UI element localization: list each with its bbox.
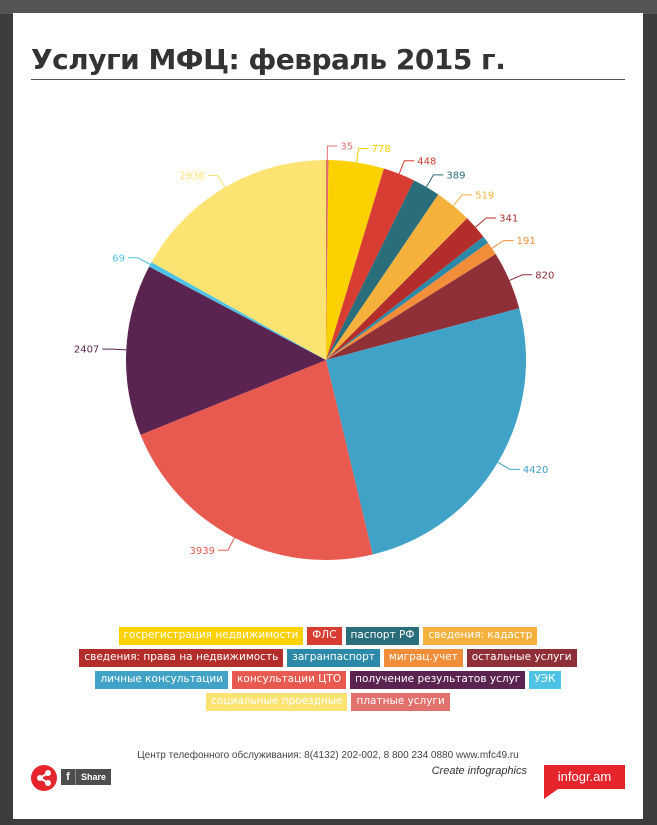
- pie-slice-консультации-цто[interactable]: [140, 360, 373, 560]
- contact-line: Центр телефонного обслуживания: 8(4132) …: [137, 750, 519, 761]
- legend-item-загранпаспорт[interactable]: загранпаспорт: [287, 649, 380, 667]
- pie-slice-флс[interactable]: [326, 168, 414, 360]
- legend-item-уэк[interactable]: УЭК: [529, 671, 561, 689]
- pie-slice-уэк[interactable]: [149, 262, 326, 360]
- legend-item-госрегистрация-недвижимости[interactable]: госрегистрация недвижимости: [118, 627, 304, 645]
- pie-slice-сведения-кадастр[interactable]: [326, 194, 468, 360]
- data-label: 341: [499, 214, 518, 225]
- create-infographics-link[interactable]: Create infographics: [431, 765, 527, 777]
- facebook-share-button[interactable]: f Share: [61, 769, 111, 785]
- pie-slice-платные-услуги[interactable]: [326, 160, 329, 360]
- infogram-badge[interactable]: infogr.am: [544, 765, 625, 789]
- facebook-icon: f: [61, 769, 76, 785]
- legend-item-остальные-услуги[interactable]: остальные услуги: [466, 649, 577, 667]
- data-label: 778: [372, 144, 391, 155]
- leader-line: [128, 257, 151, 265]
- pie-labels: 35 778 448 389 519 341 191 820 4420 3939 2407 69 293…: [74, 142, 555, 557]
- legend-item-личные-консультации[interactable]: личные консультации: [95, 671, 229, 689]
- data-label: 519: [475, 190, 494, 201]
- leader-line: [326, 145, 338, 161]
- leader-line: [102, 348, 127, 351]
- pie-slice-миграц-учет[interactable]: [326, 242, 496, 360]
- pie-chart: 35 778 448 389 519 341 191 820 4420 3939 2407 69 293…: [74, 142, 555, 560]
- pie-slices: [126, 160, 526, 560]
- data-label: 3939: [190, 546, 215, 557]
- data-label: 4420: [523, 465, 548, 476]
- leader-line: [425, 174, 444, 188]
- data-label: 2407: [74, 345, 99, 356]
- leader-line: [356, 148, 369, 163]
- pie-slice-социальные-проездные[interactable]: [151, 160, 326, 360]
- legend-item-миграц-учет[interactable]: миграц.учет: [383, 649, 463, 667]
- leader-line: [207, 174, 226, 188]
- leader-line: [475, 217, 497, 228]
- leader-line: [218, 537, 235, 551]
- data-label: 820: [535, 270, 554, 281]
- infographic-card: Услуги МФЦ: февраль 2015 г. 35 778 448 389 5…: [13, 13, 643, 819]
- legend-item-платные-услуги[interactable]: платные услуги: [351, 693, 450, 711]
- legend-item-флс[interactable]: ФЛС: [307, 627, 342, 645]
- leader-line: [452, 194, 473, 207]
- title-underline: [31, 79, 625, 80]
- leader-line: [398, 160, 415, 175]
- data-label: 35: [340, 142, 353, 153]
- pie-slice-личные-консультации[interactable]: [326, 308, 526, 555]
- share-icon[interactable]: [31, 765, 57, 791]
- window-top-bar: [0, 0, 657, 14]
- data-label: 448: [417, 156, 436, 167]
- legend-item-получение-результатов-услуг[interactable]: получение результатов услуг: [350, 671, 526, 689]
- pie-slice-госрегистрация-недвижимости[interactable]: [326, 160, 384, 360]
- leader-line: [497, 461, 520, 470]
- chart-title: Услуги МФЦ: февраль 2015 г.: [31, 43, 506, 76]
- legend-item-консультации-цто[interactable]: консультации ЦТО: [232, 671, 347, 689]
- leader-line: [491, 240, 514, 249]
- legend-item-паспорт-рф[interactable]: паспорт РФ: [345, 627, 420, 645]
- legend-item-сведения-кадастр[interactable]: сведения: кадастр: [423, 627, 538, 645]
- pie-slice-паспорт-рф[interactable]: [326, 180, 439, 360]
- infogram-badge-tail: [544, 789, 558, 799]
- pie-slice-сведения-права-на-недвижимость[interactable]: [326, 218, 484, 360]
- legend-item-сведения-права-на-недвижимость[interactable]: сведения: права на недвижимость: [79, 649, 284, 667]
- legend-item-социальные-проездные[interactable]: социальные проездные: [206, 693, 348, 711]
- pie-slice-остальные-услуги[interactable]: [326, 254, 520, 360]
- data-label: 191: [517, 236, 536, 247]
- data-label: 69: [112, 253, 125, 264]
- chart-legend: госрегистрация недвижимости ФЛС паспорт РФ…: [63, 625, 593, 713]
- data-label: 389: [446, 170, 465, 181]
- leader-line: [509, 274, 533, 281]
- pie-slice-загранпаспорт[interactable]: [326, 236, 488, 360]
- pie-slice-получение-результатов-услуг[interactable]: [126, 266, 326, 435]
- data-label: 2936: [179, 171, 204, 182]
- share-label: Share: [81, 772, 107, 782]
